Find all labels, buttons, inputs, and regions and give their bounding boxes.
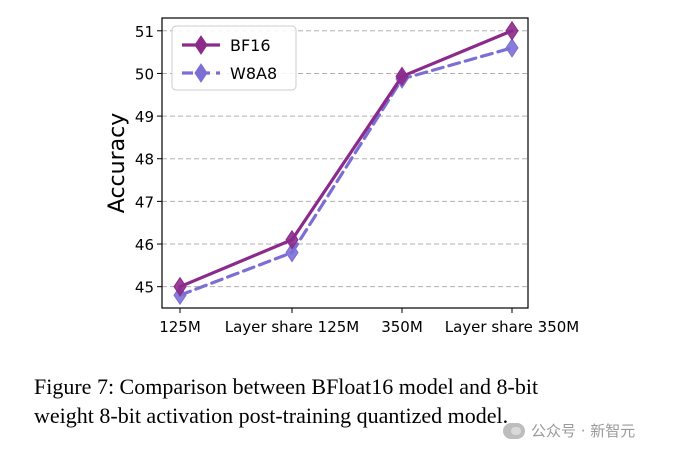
y-tick-label: 48 <box>135 151 154 169</box>
x-tick-label: Layer share 125M <box>225 318 360 336</box>
y-tick-label: 51 <box>135 23 154 41</box>
y-axis-label: Accuracy <box>105 113 130 213</box>
figure-caption: Figure 7: Comparison between BFloat16 mo… <box>34 372 674 430</box>
legend-item-w8a8: W8A8 <box>182 63 277 83</box>
data-point <box>173 276 187 297</box>
series-layer <box>173 20 519 306</box>
caption-line-1: Figure 7: Comparison between BFloat16 mo… <box>34 374 539 399</box>
x-axis-ticks: 125M Layer share 125M 350M Layer share 350M <box>159 308 579 336</box>
x-tick-label: Layer share 350M <box>445 318 580 336</box>
x-tick-label: 125M <box>159 318 201 336</box>
legend-marker <box>194 35 208 55</box>
watermark: 公众号 · 新智元 <box>503 420 635 441</box>
x-tick-label: 350M <box>381 318 423 336</box>
series-bf16 <box>173 20 519 297</box>
plot-frame <box>161 17 529 309</box>
y-axis-ticks: 45 46 47 48 49 50 51 <box>135 23 162 297</box>
data-point <box>285 229 299 250</box>
y-tick-label: 47 <box>135 193 154 211</box>
data-point <box>285 242 299 263</box>
legend-label: W8A8 <box>230 64 277 83</box>
y-tick-label: 45 <box>135 279 154 297</box>
series-line <box>178 46 514 297</box>
legend-label: BF16 <box>230 36 271 55</box>
legend-item-bf16: BF16 <box>182 35 271 55</box>
caption-line-2: weight 8-bit activation post-training qu… <box>34 403 509 428</box>
y-tick-label: 46 <box>135 236 154 254</box>
watermark-text: 公众号 · 新智元 <box>531 422 636 440</box>
series-line <box>178 29 514 289</box>
data-point <box>505 37 519 58</box>
legend: BF16 W8A8 <box>171 25 297 91</box>
data-point <box>505 20 519 41</box>
wechat-icon <box>503 422 525 439</box>
data-point <box>395 66 409 87</box>
y-tick-label: 50 <box>135 65 154 83</box>
y-tick-label: 49 <box>135 108 154 126</box>
legend-marker <box>194 63 208 83</box>
chart: 45 46 47 48 49 50 51 125M Layer share 125M 350M L… <box>105 17 579 336</box>
